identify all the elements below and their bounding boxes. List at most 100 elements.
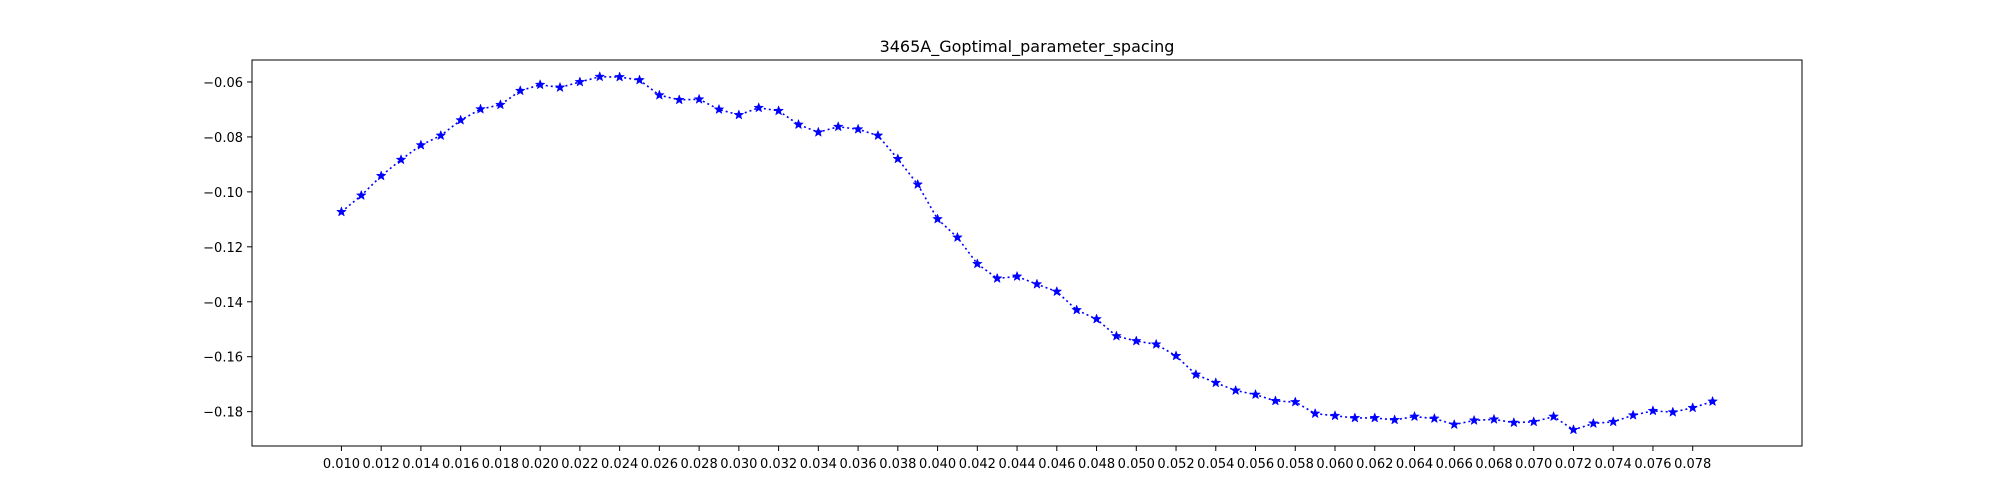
data-point bbox=[1428, 412, 1440, 424]
data-point bbox=[971, 258, 983, 269]
data-point bbox=[1587, 417, 1599, 429]
data-point bbox=[395, 154, 407, 165]
data-point bbox=[554, 81, 566, 93]
data-point bbox=[1110, 330, 1122, 341]
x-tick-label: 0.058 bbox=[1277, 457, 1314, 472]
data-point bbox=[415, 139, 427, 150]
x-tick-label: 0.044 bbox=[998, 457, 1035, 472]
data-point bbox=[952, 231, 963, 243]
data-point bbox=[912, 178, 924, 190]
data-point bbox=[335, 206, 347, 217]
data-point bbox=[614, 71, 626, 82]
data-point bbox=[1170, 350, 1182, 361]
data-point bbox=[832, 121, 844, 132]
data-point bbox=[455, 114, 467, 125]
data-point bbox=[1031, 278, 1043, 289]
data-point bbox=[1409, 410, 1420, 422]
x-tick-label: 0.072 bbox=[1555, 457, 1592, 472]
plot-frame bbox=[251, 59, 1803, 447]
data-point bbox=[1269, 395, 1281, 406]
x-tick-label: 0.024 bbox=[601, 457, 638, 472]
data-point bbox=[634, 74, 645, 85]
x-tick-label: 0.048 bbox=[1078, 457, 1115, 472]
y-tick-label: −0.06 bbox=[203, 76, 243, 91]
data-point bbox=[1190, 368, 1202, 380]
x-tick-label: 0.050 bbox=[1118, 457, 1155, 472]
data-point bbox=[574, 76, 586, 87]
data-point bbox=[793, 118, 804, 130]
x-tick-label: 0.010 bbox=[323, 457, 360, 472]
x-tick-label: 0.030 bbox=[720, 457, 757, 472]
data-point bbox=[1071, 304, 1083, 315]
data-point bbox=[693, 93, 705, 104]
x-tick-label: 0.020 bbox=[522, 457, 559, 472]
x-tick-label: 0.038 bbox=[879, 457, 916, 472]
series-line bbox=[340, 75, 1713, 431]
y-tick-label: −0.12 bbox=[203, 241, 243, 256]
data-point bbox=[1528, 416, 1540, 427]
x-tick-label: 0.028 bbox=[681, 457, 718, 472]
data-point bbox=[733, 109, 745, 120]
x-tick-label: 0.026 bbox=[641, 457, 678, 472]
data-point bbox=[1627, 409, 1639, 420]
x-tick-label: 0.014 bbox=[402, 457, 439, 472]
data-point bbox=[713, 103, 725, 115]
x-tick-label: 0.064 bbox=[1396, 457, 1433, 472]
data-point bbox=[1349, 412, 1361, 423]
data-point bbox=[1289, 396, 1301, 407]
data-point bbox=[1468, 414, 1480, 426]
data-point bbox=[1150, 338, 1162, 349]
data-point bbox=[1369, 412, 1381, 423]
data-point bbox=[932, 213, 944, 224]
data-point bbox=[514, 85, 526, 96]
data-point bbox=[1687, 402, 1699, 413]
data-point bbox=[852, 123, 864, 134]
data-point bbox=[1329, 410, 1341, 421]
data-point bbox=[1667, 406, 1679, 417]
data-point bbox=[1130, 335, 1142, 346]
data-point bbox=[1548, 410, 1560, 422]
data-point bbox=[1051, 285, 1063, 297]
data-point bbox=[753, 102, 765, 113]
data-point bbox=[355, 189, 367, 201]
data-point bbox=[1607, 416, 1619, 427]
x-tick-label: 0.012 bbox=[363, 457, 400, 472]
series-markers bbox=[335, 71, 1719, 435]
x-tick-label: 0.052 bbox=[1157, 457, 1194, 472]
x-tick-label: 0.042 bbox=[959, 457, 996, 472]
data-point bbox=[1250, 388, 1261, 400]
data-point bbox=[475, 103, 486, 114]
x-tick-label: 0.060 bbox=[1316, 457, 1353, 472]
y-axis: −0.18 −0.16 −0.14 −0.12 −0.10 −0.08 −0.06 bbox=[203, 76, 252, 421]
data-point bbox=[653, 89, 665, 100]
x-tick-label: 0.068 bbox=[1475, 457, 1512, 472]
data-point bbox=[494, 99, 506, 110]
x-tick-label: 0.054 bbox=[1197, 457, 1234, 472]
x-tick-label: 0.036 bbox=[839, 457, 876, 472]
x-tick-label: 0.062 bbox=[1356, 457, 1393, 472]
data-point bbox=[1389, 414, 1401, 425]
x-tick-label: 0.040 bbox=[919, 457, 956, 472]
data-point bbox=[1707, 395, 1719, 407]
data-point bbox=[1011, 270, 1023, 282]
x-tick-label: 0.016 bbox=[442, 457, 479, 472]
x-tick-label: 0.070 bbox=[1515, 457, 1552, 472]
data-point bbox=[435, 129, 447, 141]
data-point bbox=[1488, 413, 1500, 424]
data-point bbox=[673, 94, 685, 105]
chart-title: 3465A_Goptimal_parameter_spacing bbox=[880, 37, 1175, 57]
y-tick-label: −0.18 bbox=[203, 406, 243, 421]
data-point bbox=[1508, 416, 1520, 428]
data-point bbox=[1210, 377, 1222, 388]
data-point bbox=[534, 79, 546, 90]
x-tick-label: 0.022 bbox=[561, 457, 598, 472]
y-tick-label: −0.10 bbox=[203, 186, 243, 201]
x-tick-label: 0.032 bbox=[760, 457, 797, 472]
data-point bbox=[872, 129, 884, 141]
x-tick-label: 0.056 bbox=[1237, 457, 1274, 472]
data-point bbox=[1091, 313, 1102, 324]
data-point bbox=[1448, 418, 1460, 430]
data-point bbox=[892, 153, 904, 164]
x-tick-label: 0.074 bbox=[1595, 457, 1632, 472]
data-point bbox=[991, 272, 1003, 284]
